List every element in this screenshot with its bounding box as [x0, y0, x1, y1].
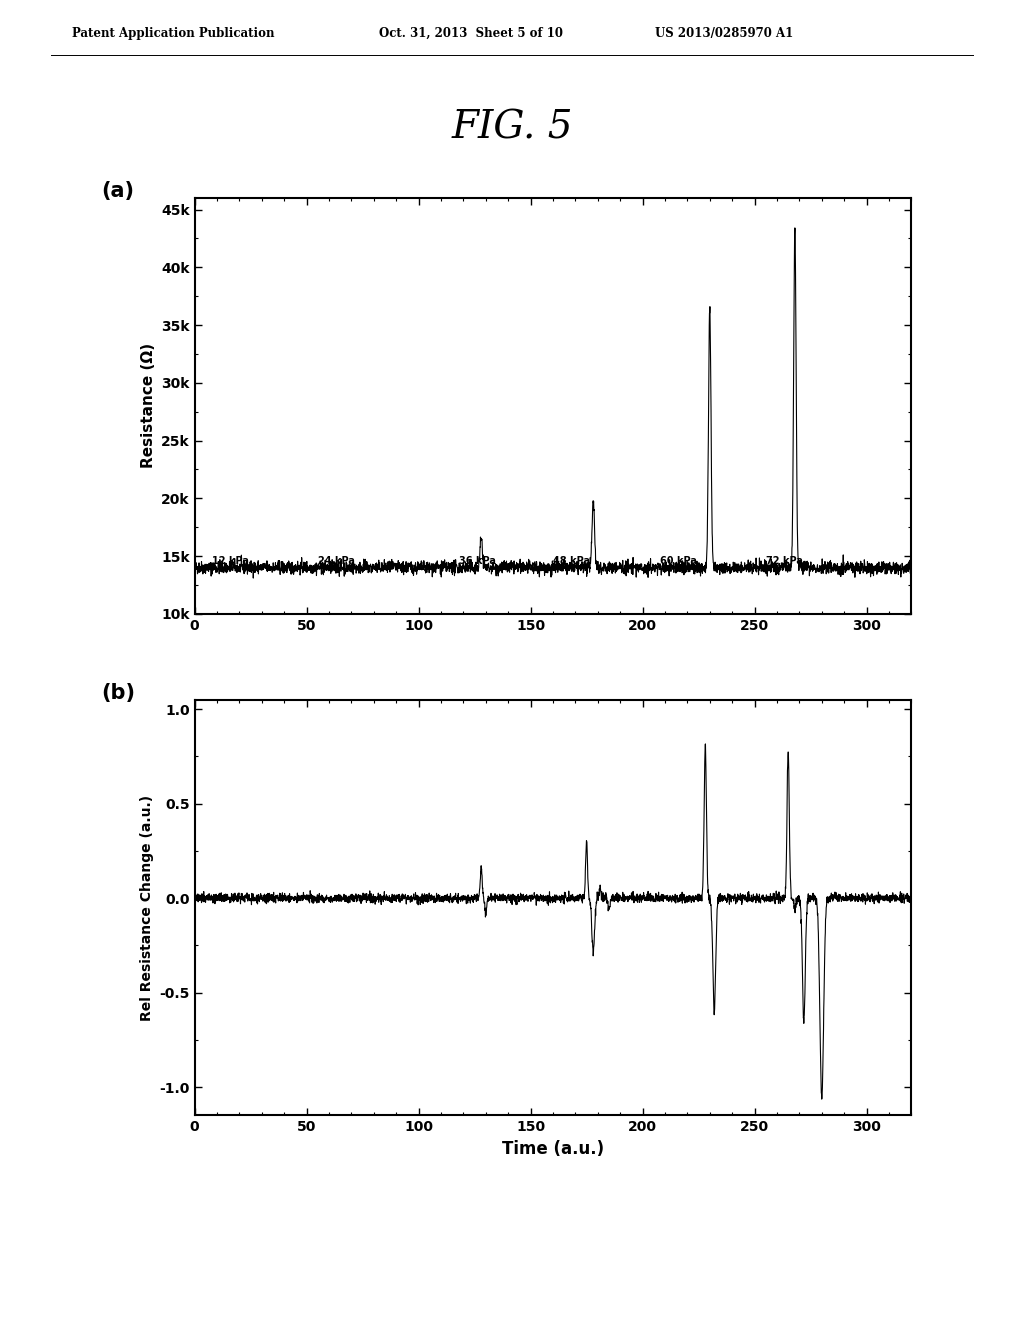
Text: (b): (b) [101, 682, 135, 704]
Text: 24 kPa: 24 kPa [317, 557, 354, 566]
Text: Oct. 31, 2013  Sheet 5 of 10: Oct. 31, 2013 Sheet 5 of 10 [379, 26, 563, 40]
Y-axis label: Resistance (Ω): Resistance (Ω) [140, 343, 156, 469]
Text: 72 kPa: 72 kPa [766, 557, 803, 566]
Text: US 2013/0285970 A1: US 2013/0285970 A1 [655, 26, 794, 40]
Text: Patent Application Publication: Patent Application Publication [72, 26, 274, 40]
Text: 36 kPa: 36 kPa [459, 557, 496, 566]
Text: FIG. 5: FIG. 5 [452, 110, 572, 147]
X-axis label: Time (a.u.): Time (a.u.) [502, 1139, 604, 1158]
Text: 12 kPa: 12 kPa [213, 557, 250, 566]
Text: (a): (a) [101, 181, 134, 202]
Y-axis label: Rel Resistance Change (a.u.): Rel Resistance Change (a.u.) [139, 795, 154, 1020]
Text: 48 kPa: 48 kPa [553, 557, 590, 566]
Text: 60 kPa: 60 kPa [660, 557, 697, 566]
